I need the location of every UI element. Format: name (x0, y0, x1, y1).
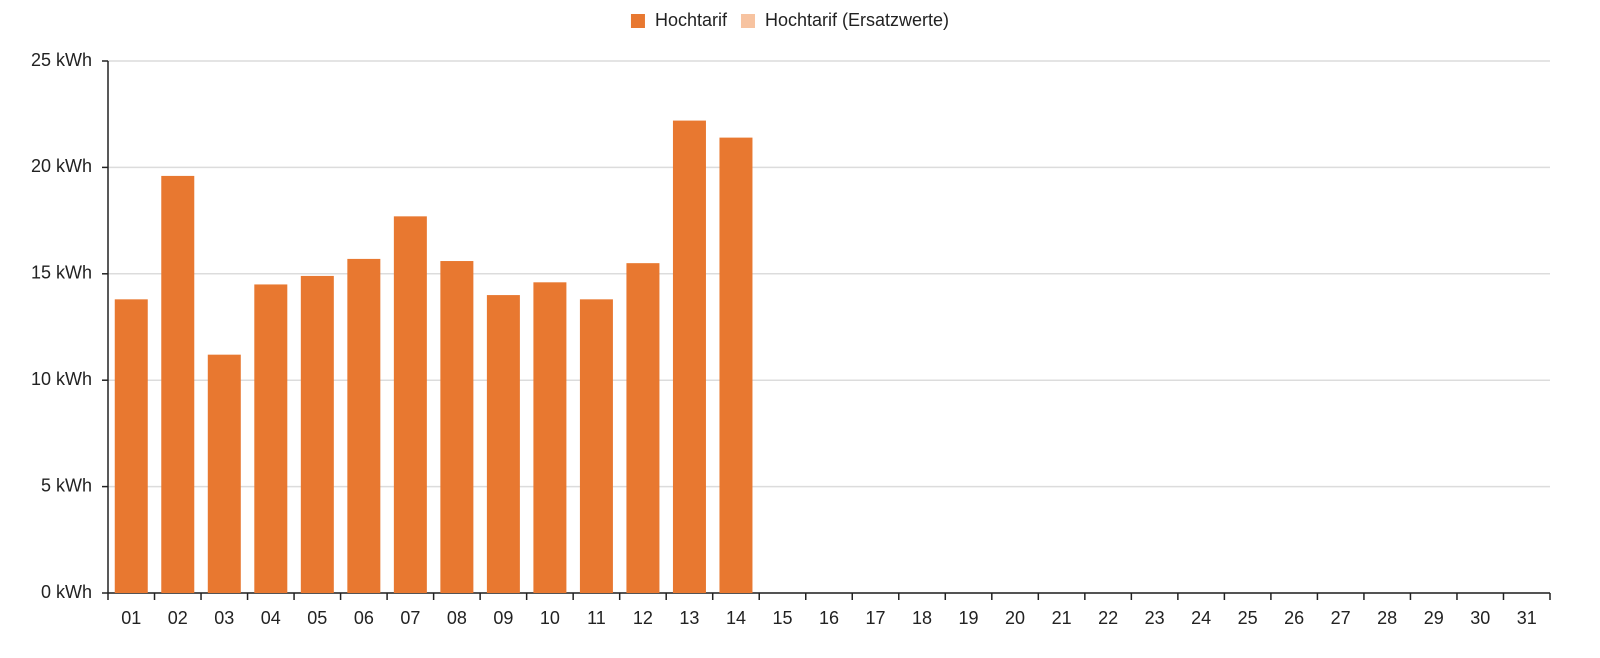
x-tick-label: 25 (1238, 608, 1258, 628)
x-tick-label: 17 (866, 608, 886, 628)
x-tick-label: 08 (447, 608, 467, 628)
y-tick-label: 5 kWh (41, 475, 92, 495)
x-tick-label: 07 (400, 608, 420, 628)
legend-swatch[interactable] (740, 14, 755, 28)
x-tick-label: 22 (1098, 608, 1118, 628)
y-tick-label: 10 kWh (31, 369, 92, 389)
x-tick-label: 10 (540, 608, 560, 628)
x-tick-label: 31 (1517, 608, 1537, 628)
x-tick-label: 14 (726, 608, 746, 628)
bar (719, 137, 753, 593)
bar (161, 175, 195, 594)
bar (486, 295, 520, 593)
x-tick-label: 24 (1191, 608, 1211, 628)
x-tick-label: 09 (493, 608, 513, 628)
x-tick-label: 30 (1470, 608, 1490, 628)
bar (254, 284, 288, 593)
legend-label[interactable]: Hochtarif (Ersatzwerte) (765, 10, 949, 30)
bar (114, 299, 148, 593)
legend-label[interactable]: Hochtarif (655, 10, 728, 30)
y-tick-label: 20 kWh (31, 156, 92, 176)
x-tick-label: 12 (633, 608, 653, 628)
x-tick-label: 11 (587, 608, 606, 628)
y-tick-label: 25 kWh (31, 50, 92, 70)
x-tick-label: 27 (1331, 608, 1351, 628)
x-tick-label: 02 (168, 608, 188, 628)
bar (440, 261, 474, 593)
x-tick-label: 06 (354, 608, 374, 628)
x-tick-label: 21 (1052, 608, 1072, 628)
x-tick-label: 16 (819, 608, 839, 628)
bar (347, 258, 381, 593)
y-tick-label: 0 kWh (41, 582, 92, 602)
x-tick-label: 19 (959, 608, 979, 628)
x-tick-label: 29 (1424, 608, 1444, 628)
x-tick-label: 23 (1145, 608, 1165, 628)
legend-swatch[interactable] (630, 14, 645, 28)
x-tick-label: 04 (261, 608, 281, 628)
x-tick-label: 26 (1284, 608, 1304, 628)
bar (207, 354, 241, 593)
x-tick-label: 03 (214, 608, 234, 628)
x-tick-label: 01 (121, 608, 141, 628)
y-tick-label: 15 kWh (31, 263, 92, 283)
x-tick-label: 28 (1377, 608, 1397, 628)
bar (533, 282, 567, 593)
bar (579, 299, 613, 593)
x-tick-label: 15 (772, 608, 792, 628)
bar (626, 263, 660, 593)
x-tick-label: 20 (1005, 608, 1025, 628)
x-tick-label: 18 (912, 608, 932, 628)
bar (300, 275, 334, 593)
x-tick-label: 13 (679, 608, 699, 628)
bar (393, 216, 427, 593)
bar (672, 120, 706, 594)
x-tick-label: 05 (307, 608, 327, 628)
